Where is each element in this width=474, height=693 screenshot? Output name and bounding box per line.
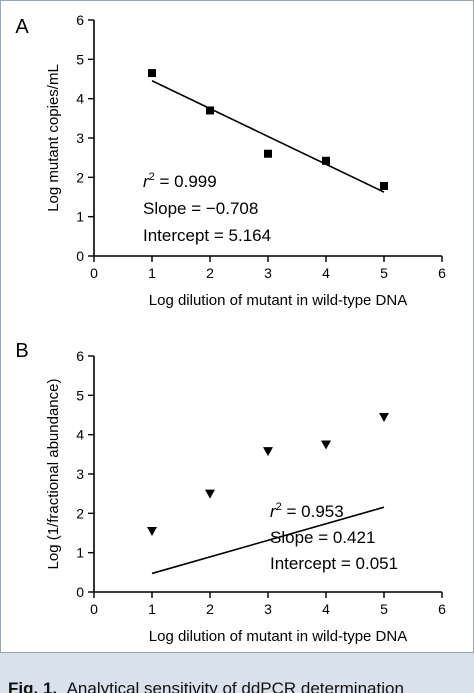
data-point bbox=[147, 527, 157, 537]
caption-label: Fig. 1. bbox=[8, 679, 58, 693]
x-tick-label: 5 bbox=[380, 265, 388, 281]
y-tick-label: 2 bbox=[76, 169, 84, 185]
data-point bbox=[205, 489, 215, 499]
fit-line bbox=[151, 506, 385, 575]
stat-annotation: Intercept = 0.051 bbox=[270, 554, 398, 573]
y-tick-label: 3 bbox=[76, 130, 84, 146]
data-point bbox=[379, 412, 389, 422]
y-tick-label: 5 bbox=[76, 387, 84, 403]
y-tick-label: 6 bbox=[76, 348, 84, 364]
x-tick-label: 0 bbox=[90, 265, 98, 281]
x-tick-label: 3 bbox=[264, 601, 272, 617]
caption-body: Analytical sensitivity of ddPCR determin… bbox=[66, 679, 404, 693]
figure-panels: A 0 1 2 3 4 5 6 0 1 2 3 4 5 6 Log dilution of mutant in… bbox=[15, 12, 446, 645]
y-tick-label: 5 bbox=[76, 51, 84, 67]
y-tick-label: 1 bbox=[76, 545, 84, 561]
data-point bbox=[321, 440, 331, 450]
y-tick-label: 2 bbox=[76, 505, 84, 521]
x-tick-label: 2 bbox=[206, 601, 214, 617]
x-tick-label: 4 bbox=[322, 265, 330, 281]
x-tick-label: 3 bbox=[264, 265, 272, 281]
x-tick-label: 4 bbox=[322, 601, 330, 617]
x-tick-label: 5 bbox=[380, 601, 388, 617]
data-point bbox=[148, 69, 156, 78]
stat-annotation: r2 = 0.999 bbox=[143, 171, 217, 191]
data-point bbox=[264, 149, 272, 158]
y-tick-label: 0 bbox=[76, 584, 84, 600]
panel-label: A bbox=[15, 16, 29, 38]
y-tick-label: 4 bbox=[76, 427, 84, 443]
chart-panel-b: B 0 1 2 3 4 5 6 0 1 2 3 4 5 6 Log dilution of mutant in… bbox=[15, 340, 446, 645]
x-tick-label: 1 bbox=[148, 601, 156, 617]
y-tick-label: 4 bbox=[76, 91, 84, 107]
data-point bbox=[322, 156, 330, 165]
data-point bbox=[206, 106, 214, 115]
x-tick-label: 2 bbox=[206, 265, 214, 281]
stat-annotation: Slope = −0.708 bbox=[143, 199, 258, 218]
caption-bar: Fig. 1. Analytical sensitivity of ddPCR … bbox=[0, 652, 474, 693]
y-axis-label: Log (1/fractional abundance) bbox=[45, 379, 62, 570]
fit-line bbox=[151, 80, 385, 193]
x-tick-label: 6 bbox=[438, 601, 446, 617]
x-tick-label: 1 bbox=[148, 265, 156, 281]
figure-caption: Fig. 1. Analytical sensitivity of ddPCR … bbox=[8, 679, 404, 693]
x-axis-label: Log dilution of mutant in wild-type DNA bbox=[149, 292, 407, 309]
panel-label: B bbox=[15, 340, 28, 362]
data-point bbox=[263, 447, 273, 457]
x-tick-label: 6 bbox=[438, 265, 446, 281]
y-tick-label: 3 bbox=[76, 466, 84, 482]
y-tick-label: 0 bbox=[76, 248, 84, 264]
chart-panel-a: A 0 1 2 3 4 5 6 0 1 2 3 4 5 6 Log dilution of mutant in… bbox=[15, 12, 446, 309]
y-axis-label: Log mutant copies/mL bbox=[45, 64, 62, 212]
x-axis-label: Log dilution of mutant in wild-type DNA bbox=[149, 628, 407, 645]
data-point bbox=[380, 181, 388, 190]
stat-annotation: r2 = 0.953 bbox=[270, 501, 344, 521]
y-tick-label: 6 bbox=[76, 12, 84, 28]
stat-annotation: Intercept = 5.164 bbox=[143, 226, 271, 245]
x-tick-label: 0 bbox=[90, 601, 98, 617]
stat-annotation: Slope = 0.421 bbox=[270, 528, 375, 547]
y-tick-label: 1 bbox=[76, 209, 84, 225]
